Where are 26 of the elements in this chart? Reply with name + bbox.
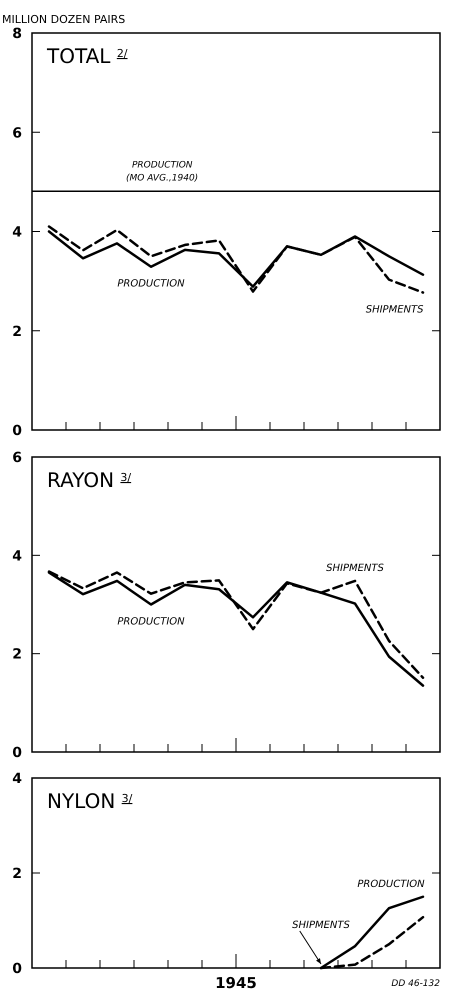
text: SHIPMENTS: [292, 920, 351, 931]
series-label: PRODUCTION: [117, 278, 186, 290]
y-tick-label: 2: [12, 324, 22, 340]
y-tick-label: 0: [12, 423, 22, 439]
series-label: PRODUCTION: [357, 878, 426, 890]
y-tick-label: 4: [12, 548, 22, 564]
text: RAYON $^{3/}$: [47, 468, 132, 492]
y-tick-label: 0: [12, 745, 22, 761]
y-tick-label: 2: [12, 646, 22, 663]
y-tick-label: 2: [12, 866, 22, 882]
text: NYLON $^{3/}$: [47, 789, 133, 813]
y-axis-title: MILLION DOZEN PAIRS: [2, 13, 126, 26]
y-tick-label: 8: [12, 26, 22, 42]
y-tick-label: 6: [12, 450, 22, 466]
x-axis-title: 1945: [215, 974, 257, 992]
text: TOTAL $^{2/}$: [46, 44, 128, 68]
y-tick-label: 4: [12, 224, 22, 240]
y-tick-label: 4: [12, 771, 22, 787]
ref-line-label: PRODUCTION (MO AVG.,1940): [126, 160, 198, 184]
line-series: [48, 225, 424, 294]
y-tick-label: 0: [12, 961, 22, 977]
series-label: SHIPMENTS: [326, 562, 385, 574]
series-label: PRODUCTION: [117, 616, 186, 628]
y-tick-label: 6: [12, 125, 22, 142]
text: DD 46-132: [391, 979, 440, 989]
series-label: SHIPMENTS: [366, 304, 424, 316]
